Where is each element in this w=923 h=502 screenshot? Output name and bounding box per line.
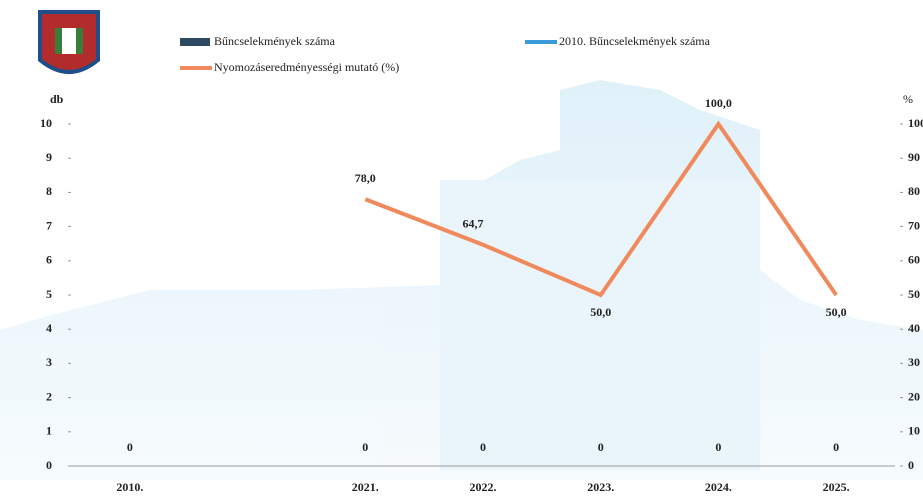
legend-swatch (180, 38, 210, 46)
y2-tick-label: 100 (908, 116, 923, 130)
y2-tick-label: 0 (908, 458, 914, 472)
bar-value-label: 0 (127, 440, 133, 454)
bar-value-label: 0 (362, 440, 368, 454)
y-tick-label: 5 (46, 287, 52, 301)
line-value-label: 50,0 (590, 305, 611, 319)
line-value-label: 50,0 (826, 305, 847, 319)
bar-value-label: 0 (480, 440, 486, 454)
y-tick-label: 2 (46, 389, 52, 403)
legend-label: 2010. Bűncselekmények száma (559, 34, 711, 48)
y2-tick-label: 20 (908, 389, 920, 403)
y-tick-label: 10 (40, 116, 52, 130)
y-tick-label: 9 (46, 150, 52, 164)
x-tick-label: 2022. (470, 480, 497, 494)
y2-tick-label: 40 (908, 321, 920, 335)
y-tick-label: 6 (46, 253, 52, 267)
x-tick-label: 2024. (705, 480, 732, 494)
y-tick-label: 4 (46, 321, 52, 335)
y-tick-label: 0 (46, 458, 52, 472)
x-tick-label: 2025. (823, 480, 850, 494)
y2-tick-label: 10 (908, 424, 920, 438)
y-tick-label: 3 (46, 355, 52, 369)
chart: db%0123456789100102030405060708090100201… (0, 0, 923, 502)
y-axis-label: db (50, 92, 64, 106)
line-value-label: 64,7 (463, 216, 484, 230)
background-image (0, 80, 923, 480)
bar-value-label: 0 (715, 440, 721, 454)
logo (40, 12, 98, 72)
legend-label: Bűncselekmények száma (214, 34, 336, 48)
bar-value-label: 0 (598, 440, 604, 454)
y2-tick-label: 30 (908, 355, 920, 369)
bar-value-label: 0 (833, 440, 839, 454)
y-tick-label: 7 (46, 218, 52, 232)
y2-tick-label: 60 (908, 253, 920, 267)
line-value-label: 100,0 (705, 96, 732, 110)
y2-tick-label: 80 (908, 184, 920, 198)
y-tick-label: 1 (46, 424, 52, 438)
x-tick-label: 2010. (116, 480, 143, 494)
y-tick-label: 8 (46, 184, 52, 198)
y2-tick-label: 70 (908, 218, 920, 232)
y2-tick-label: 90 (908, 150, 920, 164)
y2-axis-label: % (903, 92, 913, 106)
x-tick-label: 2023. (587, 480, 614, 494)
line-value-label: 78,0 (355, 171, 376, 185)
legend-label: Nyomozáseredményességi mutató (%) (214, 60, 399, 74)
x-tick-label: 2021. (352, 480, 379, 494)
y2-tick-label: 50 (908, 287, 920, 301)
